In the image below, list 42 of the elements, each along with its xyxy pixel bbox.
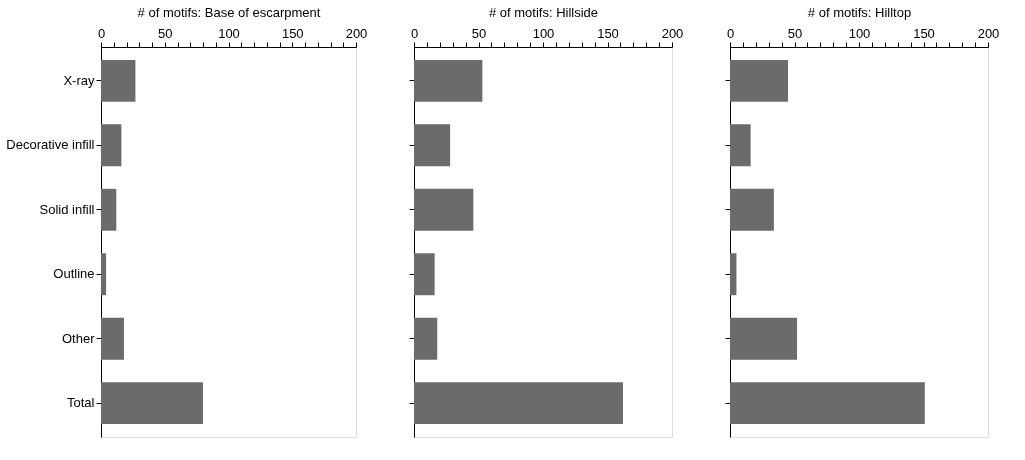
y-tick-label: Decorative infill [6,137,95,153]
x-tick-label: 200 [661,25,684,41]
bar [414,124,451,167]
x-tick-label: 200 [977,25,1000,41]
x-tick-label: 100 [532,25,555,41]
bar [101,59,136,102]
x-tick-label: 200 [345,25,368,41]
bar [101,253,107,296]
x-tick-label: 50 [158,25,173,41]
bar [101,188,117,231]
bar [414,253,435,296]
y-tick-label: Solid infill [39,201,95,217]
x-tick-label: 150 [913,25,935,41]
bar [730,382,925,425]
x-tick-label: 100 [848,25,871,41]
x-tick-label: 0 [97,25,106,41]
bar [414,188,474,231]
x-tick-label: 50 [787,25,803,41]
bar [101,382,203,425]
x-axis-title: # of motifs: Hilltop [807,4,912,20]
bar [730,124,751,167]
bar [414,382,623,425]
bar [730,188,774,231]
bar [730,59,789,102]
x-tick-label: 150 [281,25,304,41]
x-tick-label: 100 [218,25,240,41]
bar [730,317,798,360]
x-tick-label: 150 [597,25,619,41]
x-tick-label: 50 [471,25,487,41]
y-tick-label: Other [61,330,96,346]
y-tick-label: Outline [53,266,95,282]
bar [414,317,438,360]
x-axis-title: # of motifs: Base of escarpment [137,4,321,20]
x-tick-label: 0 [726,25,735,41]
x-tick-label: 0 [410,25,419,41]
bar [101,317,124,360]
bar [730,253,737,296]
x-axis-title: # of motifs: Hillside [488,4,599,20]
bar [414,59,483,102]
bar [101,124,122,167]
y-tick-label: X-ray [63,72,95,88]
y-tick-label: Total [67,395,95,411]
